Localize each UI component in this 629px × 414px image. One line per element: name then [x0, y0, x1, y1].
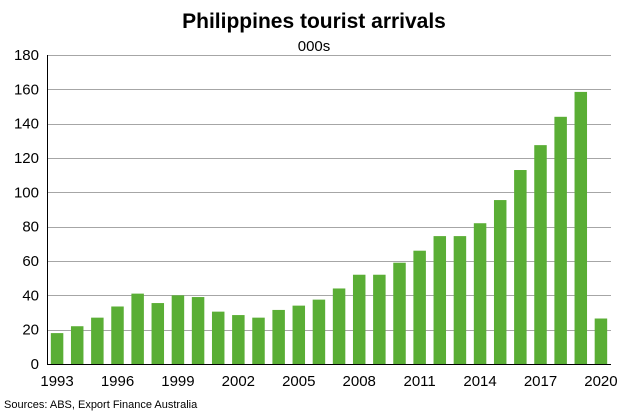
y-tick-label: 80	[22, 219, 39, 236]
x-tick-label: 2020	[584, 373, 617, 390]
x-tick-label: 2014	[463, 373, 496, 390]
bar-1997	[131, 293, 144, 364]
x-tick-label: 1993	[40, 373, 73, 390]
x-tick-label: 2017	[524, 373, 557, 390]
bar-2007	[332, 288, 346, 364]
bar-2020	[594, 318, 608, 364]
bar-2004	[272, 309, 285, 364]
y-tick-label: 140	[14, 116, 39, 133]
bar-2018	[554, 116, 567, 364]
y-tick-label: 100	[14, 184, 39, 201]
bar-1993	[50, 333, 64, 364]
x-tick-label: 2011	[404, 373, 436, 390]
x-tick-label: 2002	[222, 373, 255, 390]
y-tick-label: 20	[22, 322, 39, 339]
bar-2019	[574, 91, 588, 364]
bar-2000	[191, 297, 205, 364]
y-tick-label: 60	[22, 253, 39, 270]
x-tick-label: 1996	[101, 373, 134, 390]
bar-2006	[312, 299, 326, 365]
bar-2012	[433, 236, 447, 364]
bar-2009	[373, 274, 386, 364]
y-tick-label: 180	[14, 47, 39, 64]
y-tick-label: 160	[14, 81, 39, 98]
chart-subtitle: 000s	[298, 38, 331, 55]
bar-2001	[211, 311, 225, 364]
bar-1999	[171, 295, 185, 364]
source-note: Sources: ABS, Export Finance Australia	[4, 399, 198, 411]
bar-2010	[393, 262, 406, 364]
bar-1998	[151, 303, 165, 364]
x-tick-label: 2008	[343, 373, 376, 390]
bar-2015	[493, 200, 507, 364]
x-tick-label: 2005	[282, 373, 315, 390]
bar-2016	[514, 170, 527, 364]
bar-2008	[352, 274, 366, 364]
bar-1995	[91, 317, 104, 364]
x-tick-label: 1999	[161, 373, 194, 390]
bar-2014	[473, 223, 487, 364]
bar-2003	[252, 317, 265, 364]
bar-2002	[232, 315, 245, 364]
y-tick-label: 0	[31, 356, 39, 373]
y-tick-label: 40	[22, 287, 39, 304]
bar-1994	[70, 326, 84, 364]
bar-1996	[111, 306, 124, 364]
bar-2011	[413, 250, 426, 364]
bar-2005	[292, 305, 306, 364]
y-tick-label: 120	[14, 150, 39, 167]
plot-area: 0 20 40 60 80 100 120 140 160 180 1993 1996 1999 2002…	[14, 47, 618, 390]
bar-2017	[534, 145, 547, 365]
chart-title: Philippines tourist arrivals	[182, 10, 446, 33]
bar-2013	[453, 236, 467, 364]
